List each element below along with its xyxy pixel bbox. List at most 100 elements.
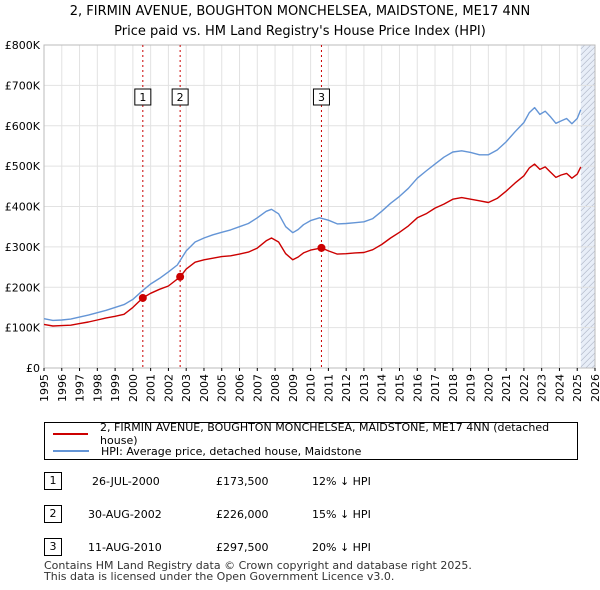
x-tick-label: 2005: [216, 374, 229, 402]
sale-hpi-diff: 20% ↓ HPI: [312, 541, 371, 554]
forecast-hatch: [580, 45, 586, 50]
x-tick-label: 2001: [145, 374, 158, 402]
x-tick-label: 2007: [251, 374, 264, 402]
forecast-hatch: [580, 46, 595, 62]
x-tick-label: 2018: [447, 374, 460, 402]
y-tick-label: £300K: [5, 241, 41, 254]
x-tick-label: 2011: [322, 374, 335, 402]
forecast-hatch: [580, 334, 595, 350]
x-tick-label: 1998: [91, 374, 104, 402]
sale-marker-label: 2: [177, 91, 184, 104]
sale-point: [317, 243, 326, 252]
x-tick-label: 1997: [74, 374, 87, 402]
sale-marker-box: [171, 88, 189, 106]
forecast-hatch: [580, 178, 595, 194]
chart-title: 2, FIRMIN AVENUE, BOUGHTON MONCHELSEA, M…: [0, 2, 600, 42]
forecast-hatch: [580, 328, 595, 344]
forecast-hatch: [580, 280, 595, 296]
forecast-hatch: [580, 220, 595, 236]
legend-label-hpi: HPI: Average price, detached house, Maid…: [101, 444, 362, 458]
forecast-hatch: [580, 100, 595, 116]
sale-row: 1 26-JUL-2000 £173,500 12% ↓ HPI: [44, 472, 444, 492]
sale-price: £226,000: [216, 508, 269, 521]
forecast-hatch: [580, 124, 595, 140]
forecast-hatch: [580, 136, 595, 152]
sale-date: 11-AUG-2010: [88, 541, 162, 554]
sale-marker-label: 1: [139, 91, 146, 104]
legend-item-property: 2, FIRMIN AVENUE, BOUGHTON MONCHELSEA, M…: [53, 421, 577, 447]
forecast-hatch: [580, 310, 595, 326]
forecast-hatch: [580, 76, 595, 92]
legend-label-property: 2, FIRMIN AVENUE, BOUGHTON MONCHELSEA, M…: [100, 421, 550, 447]
forecast-hatch: [581, 11, 595, 25]
legend-item-hpi: HPI: Average price, detached house, Maid…: [53, 443, 361, 459]
forecast-hatch: [580, 166, 595, 182]
sale-marker-label: 3: [318, 91, 325, 104]
forecast-hatch: [580, 256, 595, 272]
x-tick-label: 2000: [127, 374, 140, 402]
sale-number-badge: 1: [44, 472, 62, 490]
forecast-hatch: [580, 190, 595, 206]
forecast-hatch: [580, 274, 595, 290]
forecast-hatch: [580, 250, 595, 266]
sale-hpi-diff: 12% ↓ HPI: [312, 475, 371, 488]
x-tick-label: 2025: [571, 374, 584, 402]
x-tick-label: 2010: [305, 374, 318, 402]
forecast-hatch: [580, 184, 595, 200]
sale-number-badge: 2: [44, 505, 62, 523]
x-tick-label: 2004: [198, 374, 211, 402]
forecast-hatch: [580, 148, 595, 164]
sale-point: [176, 272, 185, 281]
forecast-hatch: [580, 52, 595, 68]
legend-swatch-property: [53, 433, 89, 435]
forecast-hatch: [580, 202, 595, 218]
x-tick-label: 2016: [411, 374, 424, 402]
x-tick-label: 2021: [500, 374, 513, 402]
sale-number-badge: 3: [44, 538, 62, 556]
forecast-hatch: [580, 208, 595, 224]
forecast-hatch: [581, 23, 595, 37]
x-tick-label: 2015: [393, 374, 406, 402]
forecast-hatch: [580, 94, 595, 110]
sale-hpi-diff: 15% ↓ HPI: [312, 508, 371, 521]
price-chart: £0 £100K £200K £300K £400K £500K £600K £700K £80…: [5, 11, 600, 402]
forecast-hatch: [581, 17, 595, 31]
x-tick-label: 1999: [109, 374, 122, 402]
forecast-hatch: [580, 298, 595, 314]
sale-marker-box: [312, 88, 330, 106]
sale-point: [138, 293, 147, 302]
x-tick-label: 2023: [536, 374, 549, 402]
x-tick-label: 2014: [376, 374, 389, 402]
forecast-hatch: [591, 364, 595, 368]
x-tick-label: 2026: [589, 374, 600, 402]
forecast-hatch: [580, 142, 595, 158]
chart-subtitle-line: Price paid vs. HM Land Registry's House …: [114, 24, 486, 39]
sale-row: 3 11-AUG-2010 £297,500 20% ↓ HPI: [44, 538, 444, 558]
forecast-hatch: [580, 268, 595, 284]
plot-frame: [43, 44, 596, 369]
chart-title-line: 2, FIRMIN AVENUE, BOUGHTON MONCHELSEA, M…: [69, 4, 531, 19]
forecast-hatch: [580, 112, 595, 128]
x-tick-label: 2024: [553, 374, 566, 402]
footer-licence: This data is licensed under the Open Gov…: [44, 570, 395, 583]
forecast-hatch: [580, 352, 595, 368]
y-tick-label: £0: [26, 362, 40, 375]
sale-date: 30-AUG-2002: [88, 508, 162, 521]
forecast-hatch: [580, 322, 595, 338]
x-tick-label: 2022: [518, 374, 531, 402]
forecast-hatch: [580, 58, 595, 74]
x-tick-label: 2006: [234, 374, 247, 402]
forecast-hatch: [580, 292, 595, 308]
x-tick-label: 2009: [287, 374, 300, 402]
x-tick-label: 2020: [482, 374, 495, 402]
y-tick-label: £600K: [5, 120, 41, 133]
forecast-hatch: [580, 262, 595, 278]
forecast-hatch: [580, 106, 595, 122]
legend-swatch-hpi: [53, 450, 89, 452]
forecast-hatch: [580, 238, 595, 254]
sale-row: 2 30-AUG-2002 £226,000 15% ↓ HPI: [44, 505, 444, 525]
footer: Contains HM Land Registry data © Crown c…: [44, 560, 472, 582]
y-tick-label: £400K: [5, 201, 41, 214]
footer-copyright: Contains HM Land Registry data © Crown c…: [44, 559, 472, 572]
forecast-hatch: [580, 340, 595, 356]
